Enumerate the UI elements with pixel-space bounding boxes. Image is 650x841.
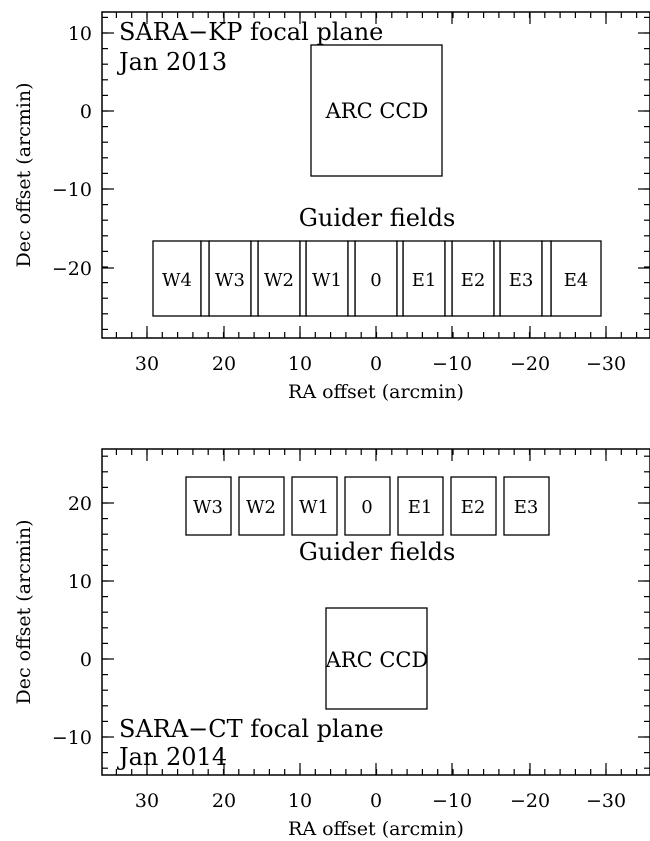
y-axis-label: Dec offset (arcmin) [13,83,35,268]
x-tick-label: 20 [212,353,236,375]
y-axis-label: Dec offset (arcmin) [13,520,35,705]
guider-gap [493,240,501,317]
y-tick-label: 10 [68,23,92,45]
guider-label: E3 [514,497,539,518]
guider-box-w1 [291,476,338,536]
guider-box-e4 [550,240,602,317]
x-major-ticks [146,12,607,338]
x-tick-label: −20 [510,790,550,812]
panel-kp: 30 20 10 0 −10 −20 −30 10 0 −10 −20 RA o… [13,11,650,403]
panel-caption-title: SARA−KP focal plane [119,18,383,46]
guider-box-w2 [238,476,285,536]
guider-label: W1 [299,497,329,518]
guider-label: W3 [193,497,223,518]
x-tick-label: 10 [288,353,312,375]
x-axis-label: RA offset (arcmin) [288,818,464,840]
y-tick-label: −20 [52,258,92,280]
panel-caption-date: Jan 2014 [116,743,227,771]
guider-label: W1 [312,270,342,291]
ccd-label: ARC CCD [325,99,429,123]
guider-label: W3 [215,270,245,291]
guider-gap [299,240,307,317]
y-tick-label: 0 [80,101,92,123]
guider-box-w4 [152,240,202,317]
x-major-ticks [146,449,607,775]
guider-fields [152,240,602,317]
guider-gap [541,240,552,317]
guider-box-w1 [305,240,349,317]
y-tick-label: 0 [80,649,92,671]
x-tick-label: −10 [432,790,472,812]
guider-label: E2 [461,270,486,291]
guider-label: W4 [162,270,192,291]
x-tick-label: −30 [586,353,626,375]
guider-label: 0 [370,270,381,291]
x-tick-label: 10 [288,790,312,812]
guider-box-w2 [257,240,301,317]
panel-caption-title: SARA−CT focal plane [119,715,384,743]
x-tick-label: −30 [586,790,626,812]
x-tick-label: 0 [370,790,382,812]
y-tick-label: −10 [52,727,92,749]
y-major-ticks [102,32,650,269]
x-tick-label: 30 [135,790,159,812]
guider-gap [396,240,404,317]
guider-fields-title: Guider fields [299,538,456,566]
guider-label: 0 [361,497,372,518]
y-major-ticks [102,502,650,738]
y-tick-label: 10 [68,571,92,593]
ccd-box [325,607,428,710]
guider-box-w3 [185,476,232,536]
x-tick-label: 0 [370,353,382,375]
x-tick-label: 20 [212,790,236,812]
guider-labels: W3 W2 W1 0 E1 E2 E3 [193,497,538,518]
y-tick-label: 20 [68,493,92,515]
ccd-box [310,44,443,177]
guider-fields [185,476,550,536]
guider-box-e2 [450,476,497,536]
guider-gap [347,240,356,317]
guider-label: E2 [461,497,486,518]
x-axis-label: RA offset (arcmin) [288,381,464,403]
guider-labels: W4 W3 W2 W1 0 E1 E2 E3 E4 [162,270,588,291]
x-tick-label: −10 [432,353,472,375]
guider-label: E4 [564,270,589,291]
guider-label: W2 [246,497,276,518]
guider-box-e1 [397,476,444,536]
guider-label: E1 [408,497,433,518]
guider-gap [200,240,210,317]
guider-fields-title: Guider fields [299,204,456,232]
guider-label: E1 [412,270,437,291]
guider-gap [444,240,453,317]
panel-caption-date: Jan 2013 [116,48,227,76]
y-tick-label: −10 [52,179,92,201]
x-tick-label: −20 [510,353,550,375]
x-tick-label: 30 [135,353,159,375]
ccd-label: ARC CCD [325,648,429,672]
guider-gap [250,240,259,317]
guider-box-e3 [503,476,550,536]
panel-ct: 30 20 10 0 −10 −20 −30 20 10 0 −10 RA of… [13,448,650,840]
guider-label: W2 [264,270,294,291]
guider-box-0 [344,476,391,536]
guider-label: E3 [509,270,534,291]
